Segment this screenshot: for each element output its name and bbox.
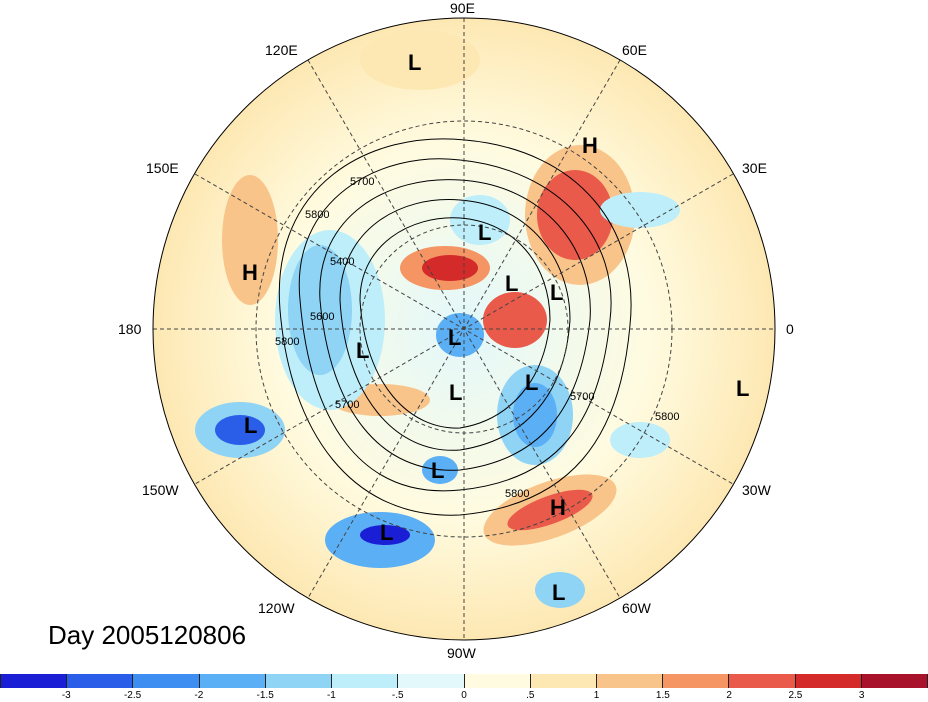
map-border [152,17,776,641]
colorbar-tick-label: 1.5 [655,690,670,701]
colorbar-tick-label: 3 [858,690,865,701]
lon-label-120e: 120E [265,42,298,58]
low-pressure-marker: L [505,271,519,296]
colorbar-tick-label: -.5 [391,690,404,701]
day-title: Day 2005120806 [48,620,247,650]
contour-label: 5800 [305,209,329,221]
lon-label-0: 0 [786,321,794,337]
high-pressure-marker: H [582,133,598,158]
colorbar-tick-label: -1.5 [256,690,274,701]
high-pressure-marker: H [550,495,566,520]
colorbar-swatch [199,674,266,688]
contour-label: 5700 [335,399,359,411]
low-pressure-marker: L [448,325,462,350]
colorbar-tick-label: -2.5 [123,690,142,701]
colorbar [0,674,928,688]
colorbar-swatch [398,674,465,688]
low-pressure-marker: L [525,370,539,395]
low-pressure-marker: L [408,50,422,75]
colorbar-labels: -3 -2.5 -2 -1.5 -1 -.5 0 .5 1 1.5 2 2.5 3 [0,690,928,702]
colorbar-tick-label: -1 [326,690,336,701]
low-pressure-marker: L [356,338,370,363]
contour-label: 5400 [330,256,354,268]
high-pressure-marker: H [242,260,258,285]
colorbar-tick-label: 0 [461,690,467,701]
graticule [153,18,775,640]
low-pressure-marker: L [550,280,564,305]
lon-label-120w: 120W [258,600,295,616]
height-contours [278,138,632,516]
lon-label-30e: 30E [742,160,767,176]
low-pressure-marker: L [478,220,492,245]
contour-label: 5800 [505,488,529,500]
colorbar-tick-label: .5 [526,690,535,701]
colorbar-swatch [464,674,531,688]
lon-label-90w: 90W [447,645,476,661]
lon-label-60w: 60W [622,600,651,616]
contour-label: 5700 [350,176,374,188]
colorbar-tick-label: 2 [726,690,732,701]
lon-label-60e: 60E [622,42,647,58]
colorbar-tick-label: -3 [61,690,71,701]
low-pressure-marker: L [449,380,463,405]
lon-label-150e: 150E [146,160,179,176]
colorbar-swatch [596,674,664,688]
lon-label-90e: 90E [450,0,475,16]
colorbar-swatch [795,674,862,688]
lon-label-150w: 150W [142,482,179,498]
contour-label: 5700 [570,391,594,403]
low-pressure-marker: L [244,413,258,438]
contour-label: 5800 [275,336,299,348]
colorbar-swatch [729,674,796,688]
colorbar-swatch [0,674,68,688]
contour-label: 5600 [310,311,334,323]
colorbar-swatch [332,674,399,688]
colorbar-swatch [861,674,928,688]
lon-label-180: 180 [118,321,142,337]
colorbar-swatch [530,674,597,688]
colorbar-swatch [663,674,730,688]
colorbar-tick-label: 1 [593,690,600,701]
polar-map: 5700 5800 5400 5600 5800 5700 5700 5800 … [152,17,776,641]
lon-label-30w: 30W [742,482,771,498]
colorbar-swatch [133,674,200,688]
low-pressure-marker: L [736,376,750,401]
low-pressure-marker: L [380,520,394,545]
contour-label-group: 5700 5800 5400 5600 5800 5700 5700 5800 … [275,176,679,500]
colorbar-tick-label: 2.5 [788,690,803,701]
low-pressure-marker: L [552,580,566,605]
colorbar-swatch [265,674,333,688]
low-pressure-marker: L [431,458,445,483]
colorbar-tick-label: -2 [194,690,204,701]
colorbar-swatch [67,674,134,688]
contour-label: 5800 [655,411,679,423]
